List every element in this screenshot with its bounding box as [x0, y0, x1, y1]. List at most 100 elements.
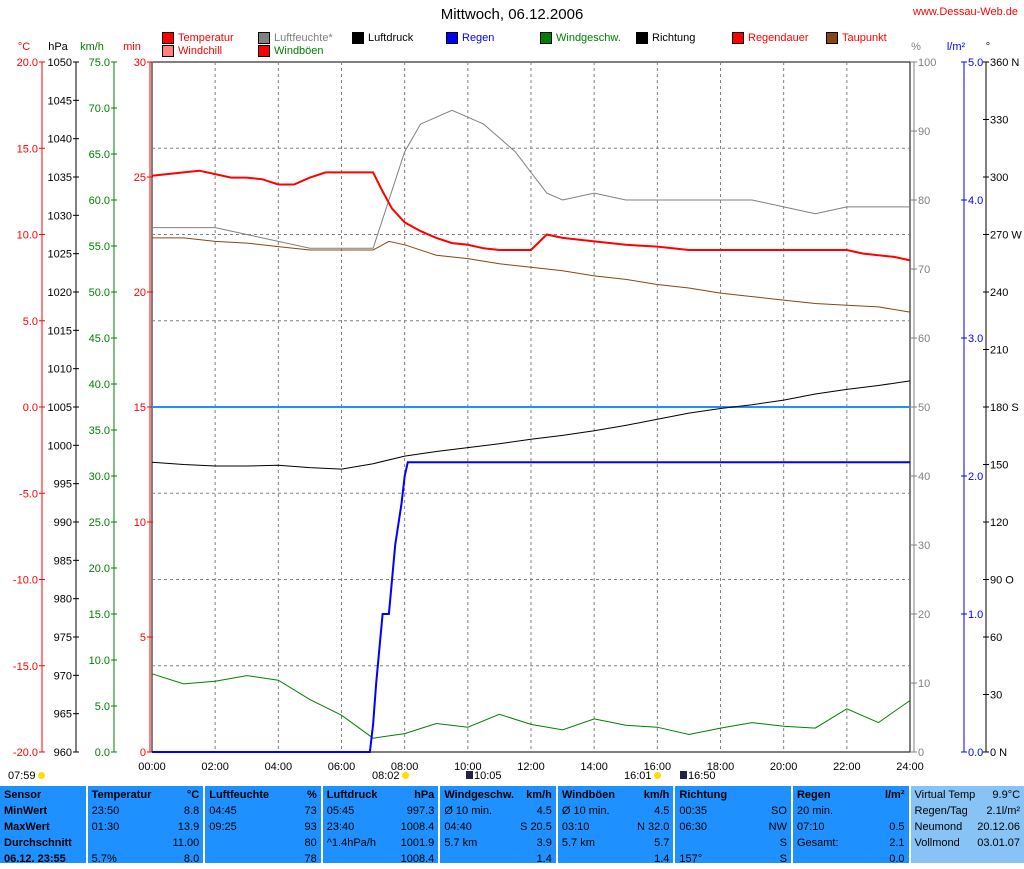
y-tick-label: 0.0 — [968, 747, 983, 759]
y-tick-label: 25 — [134, 172, 146, 184]
legend-item: Luftfeuchte* — [258, 32, 333, 44]
y-tick-label: 10.0 — [17, 230, 38, 242]
y-tick-label: 360 N — [990, 57, 1019, 69]
y-tick-label: 240 — [990, 287, 1008, 299]
legend-item: Regen — [446, 32, 494, 44]
axis-unit-label: % — [911, 41, 921, 53]
y-tick-label: 20.0 — [17, 57, 38, 69]
y-tick-label: 985 — [54, 555, 72, 567]
stats-sensor: Sensor MinWert MaxWert Durchschnitt 06.1… — [0, 786, 88, 863]
y-tick-label: 100 — [918, 57, 936, 69]
y-tick-label: 10 — [918, 678, 930, 690]
y-tick-label: -20.0 — [13, 747, 38, 759]
event-moonset: 16:50 — [680, 770, 716, 782]
legend-item: Luftdruck — [352, 32, 413, 44]
y-tick-label: 1050 — [48, 57, 72, 69]
moon-icon — [680, 771, 687, 779]
legend-label: Temperatur — [178, 32, 234, 44]
y-tick-label: 65.0 — [89, 149, 110, 161]
y-tick-label: 20 — [134, 287, 146, 299]
y-tick-label: 25.0 — [89, 517, 110, 529]
y-tick-label: -15.0 — [13, 661, 38, 673]
y-tick-label: 55.0 — [89, 241, 110, 253]
legend-swatch — [826, 32, 838, 44]
axis-unit-label: °C — [18, 41, 30, 53]
y-tick-label: 1010 — [48, 364, 72, 376]
y-tick-label: 70 — [918, 264, 930, 276]
legend-label: Regen — [462, 32, 494, 44]
legend-swatch — [446, 32, 458, 44]
y-tick-label: 1030 — [48, 210, 72, 222]
stats-panel: Sensor MinWert MaxWert Durchschnitt 06.1… — [0, 786, 1024, 863]
y-tick-label: 20.0 — [89, 563, 110, 575]
sun-icon — [402, 772, 409, 779]
y-tick-label: 35.0 — [89, 425, 110, 437]
legend-swatch — [258, 32, 270, 44]
legend-label: Luftdruck — [368, 32, 413, 44]
y-tick-label: 150 — [990, 460, 1008, 472]
x-tick-label: 06:00 — [328, 761, 356, 773]
y-tick-label: 965 — [54, 709, 72, 721]
legend-item: Regendauer — [732, 32, 809, 44]
y-tick-label: 975 — [54, 632, 72, 644]
x-tick-label: 02:00 — [201, 761, 229, 773]
y-tick-label: 1000 — [48, 440, 72, 452]
y-tick-label: 60 — [918, 333, 930, 345]
y-tick-label: 990 — [54, 517, 72, 529]
y-tick-label: 80 — [918, 195, 930, 207]
y-tick-label: 330 — [990, 115, 1008, 127]
legend-item: Windgeschw. — [540, 32, 621, 44]
legend-swatch — [540, 32, 552, 44]
event-sunset: 16:01 — [624, 770, 661, 782]
y-tick-label: 15 — [134, 402, 146, 414]
legend-item: Taupunkt — [826, 32, 887, 44]
x-tick-label: 12:00 — [517, 761, 545, 773]
y-tick-label: 1035 — [48, 172, 72, 184]
y-tick-label: 15.0 — [17, 143, 38, 155]
event-sunrise: 07:59 — [8, 770, 45, 782]
legend-swatch — [352, 32, 364, 44]
y-tick-label: 10 — [134, 517, 146, 529]
moon-icon — [466, 771, 473, 779]
legend-item: Temperatur — [162, 32, 234, 44]
y-tick-label: 180 S — [990, 402, 1019, 414]
y-tick-label: 5.0 — [23, 316, 38, 328]
y-tick-label: 4.0 — [968, 195, 983, 207]
y-tick-label: 50.0 — [89, 287, 110, 299]
legend-item: Windchill — [162, 45, 222, 57]
y-tick-label: 5.0 — [968, 57, 983, 69]
y-tick-label: 0 — [140, 747, 146, 759]
y-tick-label: 980 — [54, 594, 72, 606]
y-tick-label: 60.0 — [89, 195, 110, 207]
x-tick-label: 04:00 — [265, 761, 293, 773]
y-tick-label: 1025 — [48, 249, 72, 261]
y-tick-label: 75.0 — [89, 57, 110, 69]
legend-label: Taupunkt — [842, 32, 887, 44]
y-tick-label: 40 — [918, 471, 930, 483]
legend-label: Regendauer — [748, 32, 809, 44]
y-tick-label: -5.0 — [19, 488, 38, 500]
y-tick-label: 90 — [918, 126, 930, 138]
y-tick-label: 1040 — [48, 134, 72, 146]
axis-unit-label: l/m² — [947, 41, 966, 53]
y-tick-label: 0.0 — [23, 402, 38, 414]
y-tick-label: 1005 — [48, 402, 72, 414]
sun-icon — [654, 772, 661, 779]
y-tick-label: 970 — [54, 670, 72, 682]
y-tick-label: 0.0 — [95, 747, 110, 759]
axis-unit-label: ° — [986, 41, 990, 53]
legend-label: Richtung — [652, 32, 695, 44]
y-tick-label: 20 — [918, 609, 930, 621]
site-link[interactable]: www.Dessau-Web.de — [913, 6, 1018, 18]
y-tick-label: 1020 — [48, 287, 72, 299]
legend-label: Windböen — [274, 45, 324, 57]
event-sunrise-2: 08:02 — [372, 770, 409, 782]
x-tick-label: 22:00 — [833, 761, 861, 773]
y-tick-label: 30 — [134, 57, 146, 69]
chart-title: Mittwoch, 06.12.2006 — [0, 6, 1024, 23]
